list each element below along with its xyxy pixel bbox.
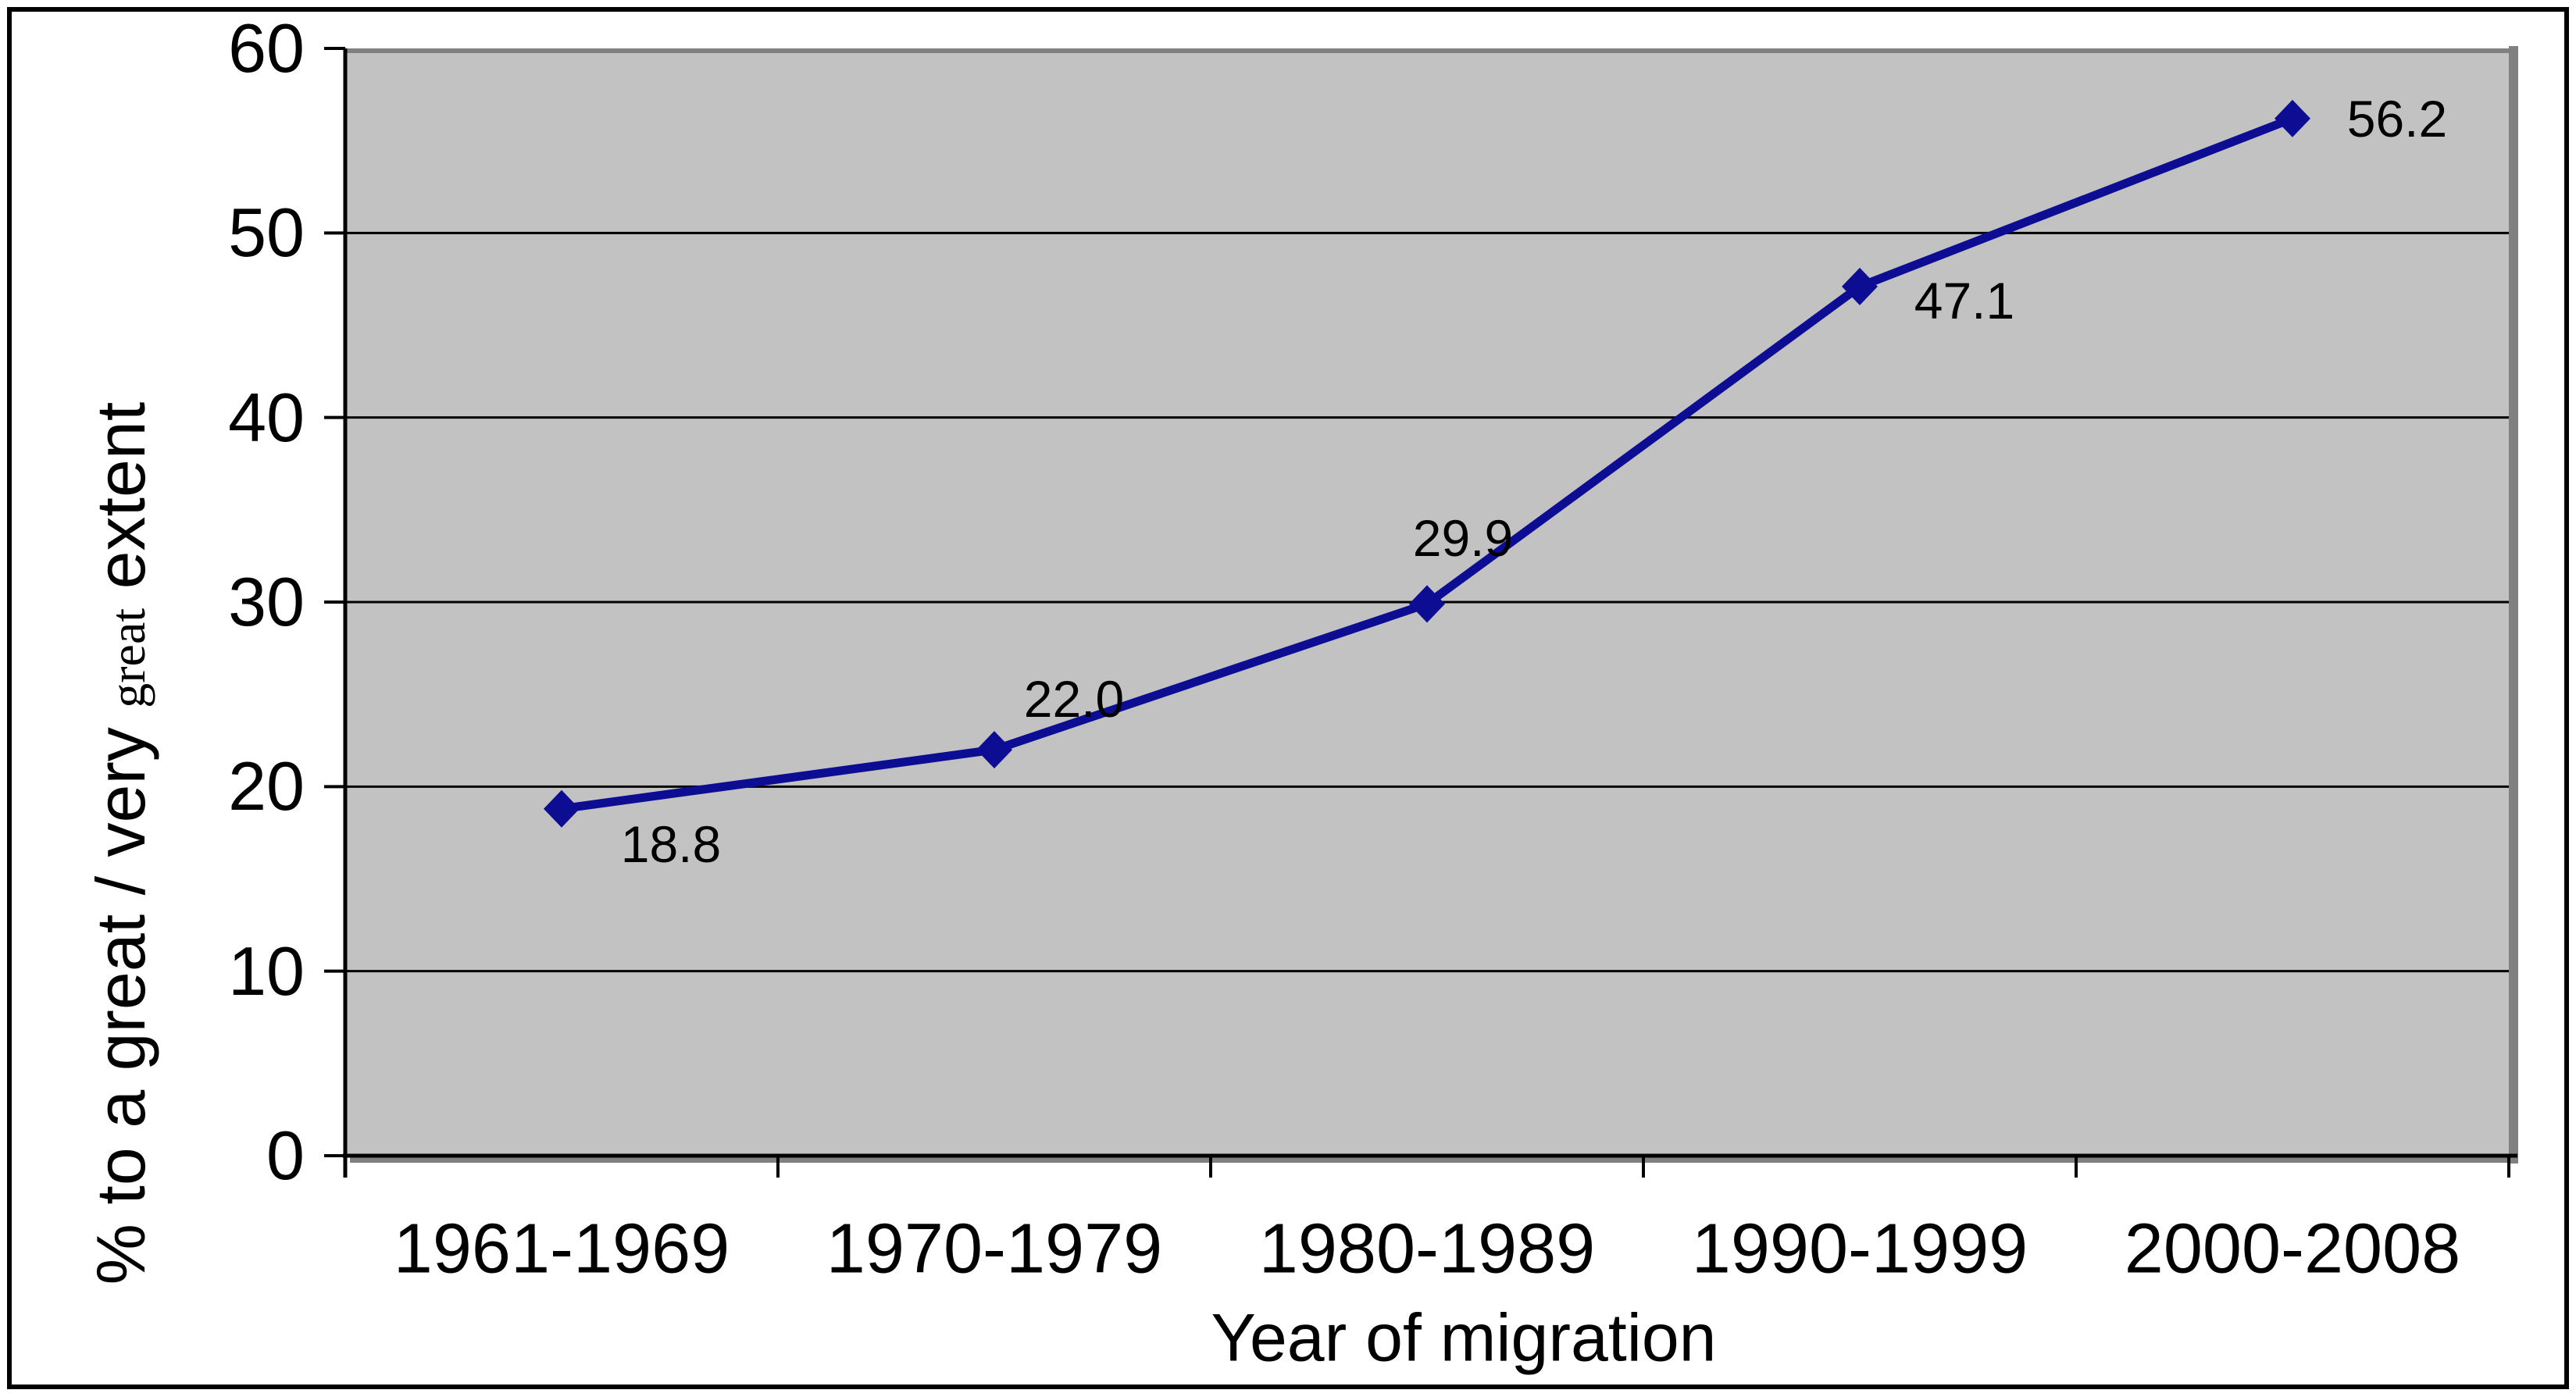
x-category-label: 1990-1999 <box>1691 1210 2028 1288</box>
data-point-marker <box>1842 267 1878 305</box>
data-label: 56.2 <box>2346 89 2448 148</box>
y-tick-label: 0 <box>266 1117 305 1194</box>
y-tick-label: 30 <box>228 563 305 640</box>
figure-border <box>7 7 2569 1389</box>
data-label: 22.0 <box>1023 670 1125 729</box>
plot-border-top <box>345 48 2509 53</box>
data-label: 47.1 <box>1914 271 2015 330</box>
x-category-label: 1961-1969 <box>393 1210 730 1288</box>
x-category-label: 1970-1979 <box>826 1210 1163 1288</box>
x-category-label: 2000-2008 <box>2124 1210 2461 1288</box>
x-category-label: 1980-1989 <box>1258 1210 1596 1288</box>
y-tick-label: 20 <box>228 747 305 825</box>
plot-shadow-right <box>2509 46 2518 1164</box>
y-tick-label: 10 <box>228 932 305 1010</box>
y-tick-label: 60 <box>228 9 305 87</box>
data-point-marker <box>976 731 1012 769</box>
data-point-marker <box>544 789 580 828</box>
y-tick-label: 50 <box>228 194 305 272</box>
plot-shadow-bottom <box>350 1156 2518 1163</box>
data-label: 18.8 <box>620 814 722 873</box>
data-point-marker <box>1409 585 1445 623</box>
data-label: 29.9 <box>1412 509 1514 568</box>
data-point-marker <box>2275 99 2310 137</box>
x-axis-title: Year of migration <box>1211 1300 1717 1376</box>
y-tick-label: 40 <box>228 378 305 456</box>
